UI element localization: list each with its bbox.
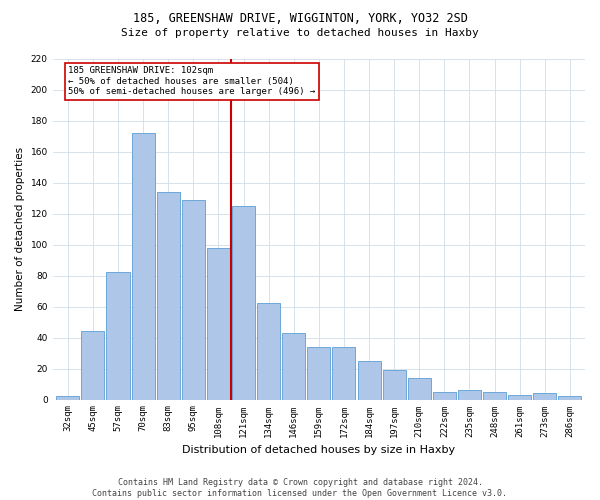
Bar [383,370,406,400]
Bar [508,395,531,400]
Bar [282,333,305,400]
Bar [157,192,180,400]
Text: Size of property relative to detached houses in Haxby: Size of property relative to detached ho… [121,28,479,38]
Bar [207,248,230,400]
Bar [182,200,205,400]
Bar [257,304,280,400]
Bar [56,396,79,400]
Bar [131,133,155,400]
Bar [358,361,380,400]
Bar [458,390,481,400]
Bar [307,347,331,400]
Bar [81,332,104,400]
Text: 185 GREENSHAW DRIVE: 102sqm
← 50% of detached houses are smaller (504)
50% of se: 185 GREENSHAW DRIVE: 102sqm ← 50% of det… [68,66,316,96]
Bar [533,394,556,400]
Bar [408,378,431,400]
Bar [332,347,355,400]
Text: 185, GREENSHAW DRIVE, WIGGINTON, YORK, YO32 2SD: 185, GREENSHAW DRIVE, WIGGINTON, YORK, Y… [133,12,467,26]
Bar [483,392,506,400]
X-axis label: Distribution of detached houses by size in Haxby: Distribution of detached houses by size … [182,445,455,455]
Text: Contains HM Land Registry data © Crown copyright and database right 2024.
Contai: Contains HM Land Registry data © Crown c… [92,478,508,498]
Y-axis label: Number of detached properties: Number of detached properties [15,147,25,311]
Bar [232,206,255,400]
Bar [106,272,130,400]
Bar [433,392,456,400]
Bar [559,396,581,400]
